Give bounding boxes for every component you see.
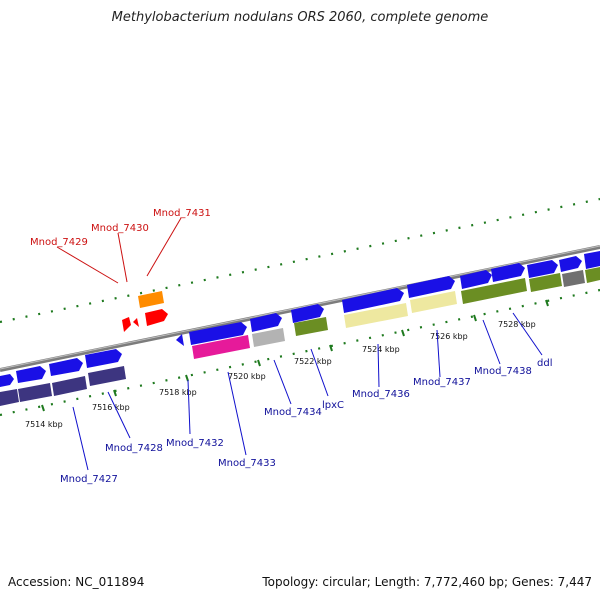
gene-arrow <box>133 318 139 327</box>
genome-summary-text: Topology: circular; Length: 7,772,460 bp… <box>262 575 592 589</box>
gene-arrow <box>176 334 184 346</box>
gene-label: Mnod_7436 <box>352 389 410 400</box>
scale-label: 7524 kbp <box>362 345 400 354</box>
scale-ticks <box>41 299 549 412</box>
scale-label: 7518 kbp <box>159 388 197 397</box>
gene-arrow <box>250 313 282 332</box>
category-bar <box>344 303 408 328</box>
gene-arrow <box>342 288 404 313</box>
category-bar <box>294 317 328 336</box>
map-title: Methylobacterium nodulans ORS 2060, comp… <box>111 10 489 25</box>
gene-label: Mnod_7429 <box>30 237 88 248</box>
category-bar <box>192 335 250 359</box>
scale-label: 7516 kbp <box>92 403 130 412</box>
gene-arrow <box>407 276 455 298</box>
category-bar <box>52 376 87 396</box>
red-leader-lines <box>56 217 182 284</box>
scale-label: 7522 kbp <box>294 357 332 366</box>
gene-label: Mnod_7438 <box>474 366 532 377</box>
gene-label: lpxC <box>322 400 344 411</box>
forward-genes <box>0 251 600 387</box>
scale-label: 7526 kbp <box>430 332 468 341</box>
gene-arrow <box>491 263 525 282</box>
gene-label: Mnod_7432 <box>166 438 224 449</box>
gene-arrow <box>559 256 582 272</box>
gene-label: ddl <box>537 358 552 369</box>
gene-label: Mnod_7437 <box>413 377 471 388</box>
category-bar <box>18 383 52 402</box>
gene-arrow <box>584 251 600 269</box>
category-bar <box>562 270 585 287</box>
accession-text: Accession: NC_011894 <box>8 575 145 589</box>
gene-label: Mnod_7433 <box>218 458 276 469</box>
category-bar <box>410 291 457 313</box>
gene-arrow <box>85 349 122 368</box>
gene-arrow <box>189 322 247 345</box>
blue-leader-lines <box>72 312 543 471</box>
red-gene-labels: Mnod_7429 Mnod_7430 Mnod_7431 <box>30 208 211 248</box>
gene-arrow <box>527 260 558 278</box>
category-bar <box>252 328 285 347</box>
category-bar <box>461 278 527 304</box>
gene-arrow <box>460 270 492 289</box>
gene-arrow <box>16 366 46 383</box>
category-bar <box>585 267 600 283</box>
scale-label: 7520 kbp <box>228 372 266 381</box>
reverse-genes <box>122 291 168 332</box>
gene-label: Mnod_7428 <box>105 443 163 454</box>
gene-arrow <box>49 358 83 376</box>
scale-label: 7528 kbp <box>498 320 536 329</box>
gene-label: Mnod_7434 <box>264 407 322 418</box>
blue-gene-labels: Mnod_7427 Mnod_7428 Mnod_7432 Mnod_7433 … <box>60 358 552 485</box>
gene-label: Mnod_7430 <box>91 223 149 234</box>
scale-label: 7514 kbp <box>25 420 63 429</box>
gene-arrow <box>291 304 324 323</box>
gene-arrow <box>145 309 168 326</box>
gene-label: Mnod_7427 <box>60 474 118 485</box>
gene-arrow <box>138 291 164 308</box>
outer-dotted-track <box>0 197 600 324</box>
category-bars <box>0 267 600 406</box>
category-bar <box>0 389 19 406</box>
gene-arrow <box>122 317 131 332</box>
category-bar <box>88 366 126 386</box>
gene-arrow <box>0 374 14 387</box>
scale-labels: 7514 kbp 7516 kbp 7518 kbp 7520 kbp 7522… <box>25 320 536 429</box>
gene-label: Mnod_7431 <box>153 208 211 219</box>
category-bar <box>529 273 562 292</box>
